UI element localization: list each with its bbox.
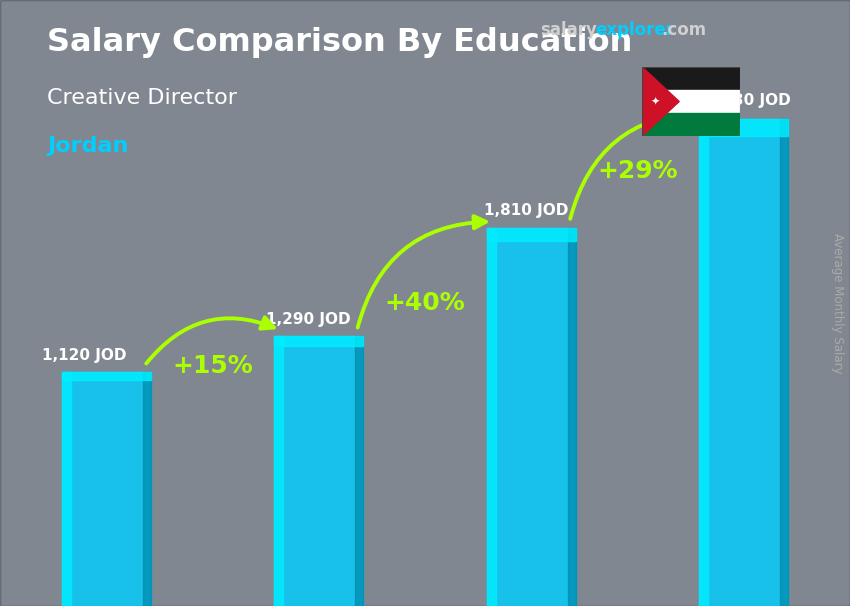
Text: explorer: explorer [595, 21, 674, 39]
Bar [274, 336, 363, 606]
Text: 2,330 JOD: 2,330 JOD [706, 93, 791, 108]
Bar [355, 336, 363, 606]
Bar [568, 228, 575, 606]
Text: Jordan: Jordan [47, 136, 128, 156]
Bar [486, 228, 496, 606]
Bar [699, 119, 788, 606]
Bar [642, 113, 740, 136]
Bar [143, 372, 150, 606]
Text: Salary Comparison By Education: Salary Comparison By Education [47, 27, 632, 58]
Bar [642, 67, 740, 90]
Bar [699, 119, 708, 606]
Text: salary: salary [540, 21, 597, 39]
Bar [486, 228, 576, 241]
Text: +40%: +40% [384, 291, 466, 315]
Text: +15%: +15% [172, 354, 253, 378]
Bar [274, 336, 283, 606]
Bar [62, 372, 71, 606]
Text: .com: .com [661, 21, 706, 39]
Text: 1,810 JOD: 1,810 JOD [484, 204, 569, 218]
Bar [780, 119, 788, 606]
Text: Average Monthly Salary: Average Monthly Salary [830, 233, 844, 373]
Bar [62, 372, 151, 606]
Bar [486, 228, 576, 606]
Bar [62, 372, 151, 380]
Bar [642, 90, 740, 113]
Polygon shape [642, 67, 679, 136]
Text: ✦: ✦ [650, 96, 660, 107]
Text: 1,290 JOD: 1,290 JOD [265, 312, 350, 327]
Text: 1,120 JOD: 1,120 JOD [42, 348, 127, 362]
Bar [274, 336, 363, 346]
Bar [699, 119, 788, 136]
Text: Creative Director: Creative Director [47, 88, 237, 108]
Text: +29%: +29% [598, 159, 677, 184]
